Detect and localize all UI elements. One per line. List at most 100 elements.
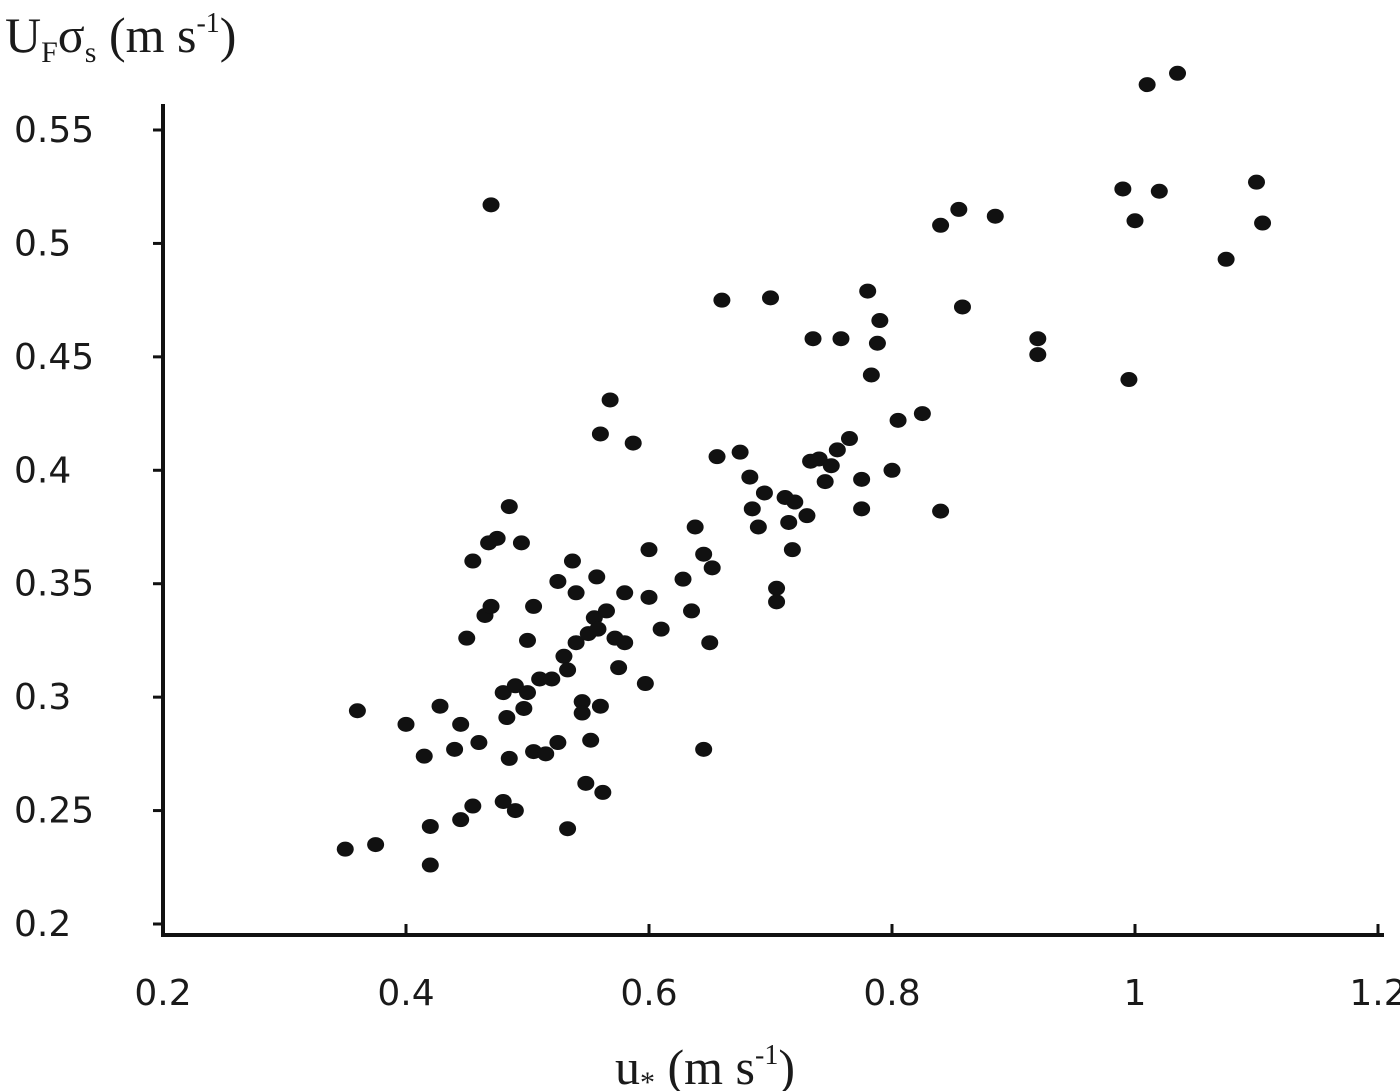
- x-axis-title: u* (m s-1): [615, 1039, 795, 1091]
- y-tick-label: 0.2: [14, 904, 71, 945]
- scatter-point: [783, 542, 801, 558]
- scatter-point: [862, 367, 880, 383]
- scatter-point: [559, 821, 577, 837]
- scatter-point: [1114, 181, 1132, 197]
- y-tick-label: 0.5: [14, 223, 71, 264]
- data-points: [336, 65, 1272, 873]
- scatter-point: [768, 580, 786, 596]
- scatter-point: [755, 485, 773, 501]
- scatter-point: [713, 292, 731, 308]
- y-title-symbol: σ: [58, 7, 85, 63]
- scatter-point: [832, 331, 850, 347]
- scatter-point: [883, 462, 901, 478]
- scatter-point: [762, 290, 779, 306]
- scatter-point: [701, 635, 719, 651]
- scatter-point: [624, 435, 642, 451]
- svg-text:u* (m s-1): u* (m s-1): [615, 1039, 795, 1091]
- scatter-point: [695, 741, 713, 757]
- scatter-point: [537, 746, 555, 762]
- scatter-point: [610, 660, 628, 676]
- scatter-point: [741, 469, 759, 485]
- scatter-point: [871, 313, 889, 329]
- scatter-point: [506, 678, 524, 694]
- scatter-point: [464, 798, 482, 814]
- scatter-point: [868, 335, 886, 351]
- scatter-point: [601, 392, 619, 408]
- scatter-point: [743, 501, 761, 517]
- y-tick-label: 0.4: [14, 450, 71, 491]
- scatter-point: [452, 812, 470, 828]
- scatter-point: [853, 471, 871, 487]
- scatter-point: [840, 431, 858, 447]
- scatter-point: [597, 603, 615, 619]
- x-tick-label: 0.2: [134, 973, 191, 1014]
- scatter-point: [652, 621, 670, 637]
- scatter-point: [512, 535, 530, 551]
- scatter-point: [498, 710, 516, 726]
- scatter-point: [674, 571, 692, 587]
- y-tick-label: 0.55: [14, 110, 94, 151]
- scatter-point: [415, 748, 433, 764]
- y-tick-label: 0.35: [14, 564, 94, 605]
- scatter-point: [397, 716, 415, 732]
- svg-text:UFσs (m s-1): UFσs (m s-1): [5, 7, 236, 69]
- scatter-point: [703, 560, 721, 576]
- scatter-point: [636, 676, 654, 692]
- scatter-point: [367, 837, 385, 853]
- scatter-point: [494, 685, 512, 701]
- scatter-point: [589, 621, 607, 637]
- scatter-point: [500, 750, 518, 766]
- scatter-point: [616, 585, 634, 601]
- scatter-point: [1254, 215, 1272, 231]
- y-axis-title: UFσs (m s-1): [5, 7, 236, 69]
- scatter-point: [519, 632, 536, 648]
- scatter-point: [519, 685, 536, 701]
- scatter-point: [482, 197, 500, 213]
- y-title-unit-close: ): [220, 7, 237, 63]
- scatter-point: [549, 735, 567, 751]
- x-axis-ticks: 0.2 0.4 0.6 0.8 1 1.2: [134, 924, 1400, 1014]
- scatter-point: [559, 662, 577, 678]
- scatter-point: [567, 635, 585, 651]
- scatter-point: [591, 426, 609, 442]
- y-tick-label: 0.45: [14, 337, 94, 378]
- scatter-point: [822, 458, 840, 474]
- x-tick-label: 0.8: [863, 973, 920, 1014]
- scatter-point: [853, 501, 871, 517]
- x-tick-label: 0.6: [620, 973, 677, 1014]
- x-tick-label: 0.4: [377, 973, 434, 1014]
- y-title-main-sub: F: [41, 36, 58, 69]
- x-title-unit-sup: -1: [755, 1040, 778, 1071]
- scatter-point: [816, 474, 834, 490]
- y-tick-label: 0.3: [14, 677, 71, 718]
- scatter-point: [786, 494, 804, 510]
- scatter-point: [1138, 77, 1156, 93]
- scatter-point: [543, 671, 561, 687]
- x-title-unit-close: ): [778, 1039, 795, 1091]
- x-tick-label: 1.2: [1349, 973, 1400, 1014]
- y-title-main: U: [5, 7, 41, 63]
- scatter-point: [555, 648, 573, 664]
- x-tick-label: 1: [1124, 973, 1147, 1014]
- scatter-point: [452, 716, 470, 732]
- scatter-point: [708, 449, 726, 465]
- scatter-point: [804, 331, 822, 347]
- scatter-point: [582, 732, 600, 748]
- scatter-point: [986, 208, 1004, 224]
- scatter-point: [1120, 372, 1138, 388]
- scatter-point: [686, 519, 704, 535]
- scatter-point: [577, 775, 595, 791]
- x-title-main-sub: *: [640, 1066, 655, 1091]
- scatter-point: [348, 703, 366, 719]
- scatter-point: [640, 542, 658, 558]
- scatter-point: [695, 546, 713, 562]
- scatter-point: [749, 519, 767, 535]
- scatter-point: [525, 598, 543, 614]
- scatter-point: [421, 818, 439, 834]
- scatter-point: [616, 635, 634, 651]
- y-tick-label: 0.25: [14, 791, 94, 832]
- y-title-unit-sup: -1: [196, 8, 219, 39]
- scatter-point: [585, 610, 603, 626]
- scatter-point: [431, 698, 449, 714]
